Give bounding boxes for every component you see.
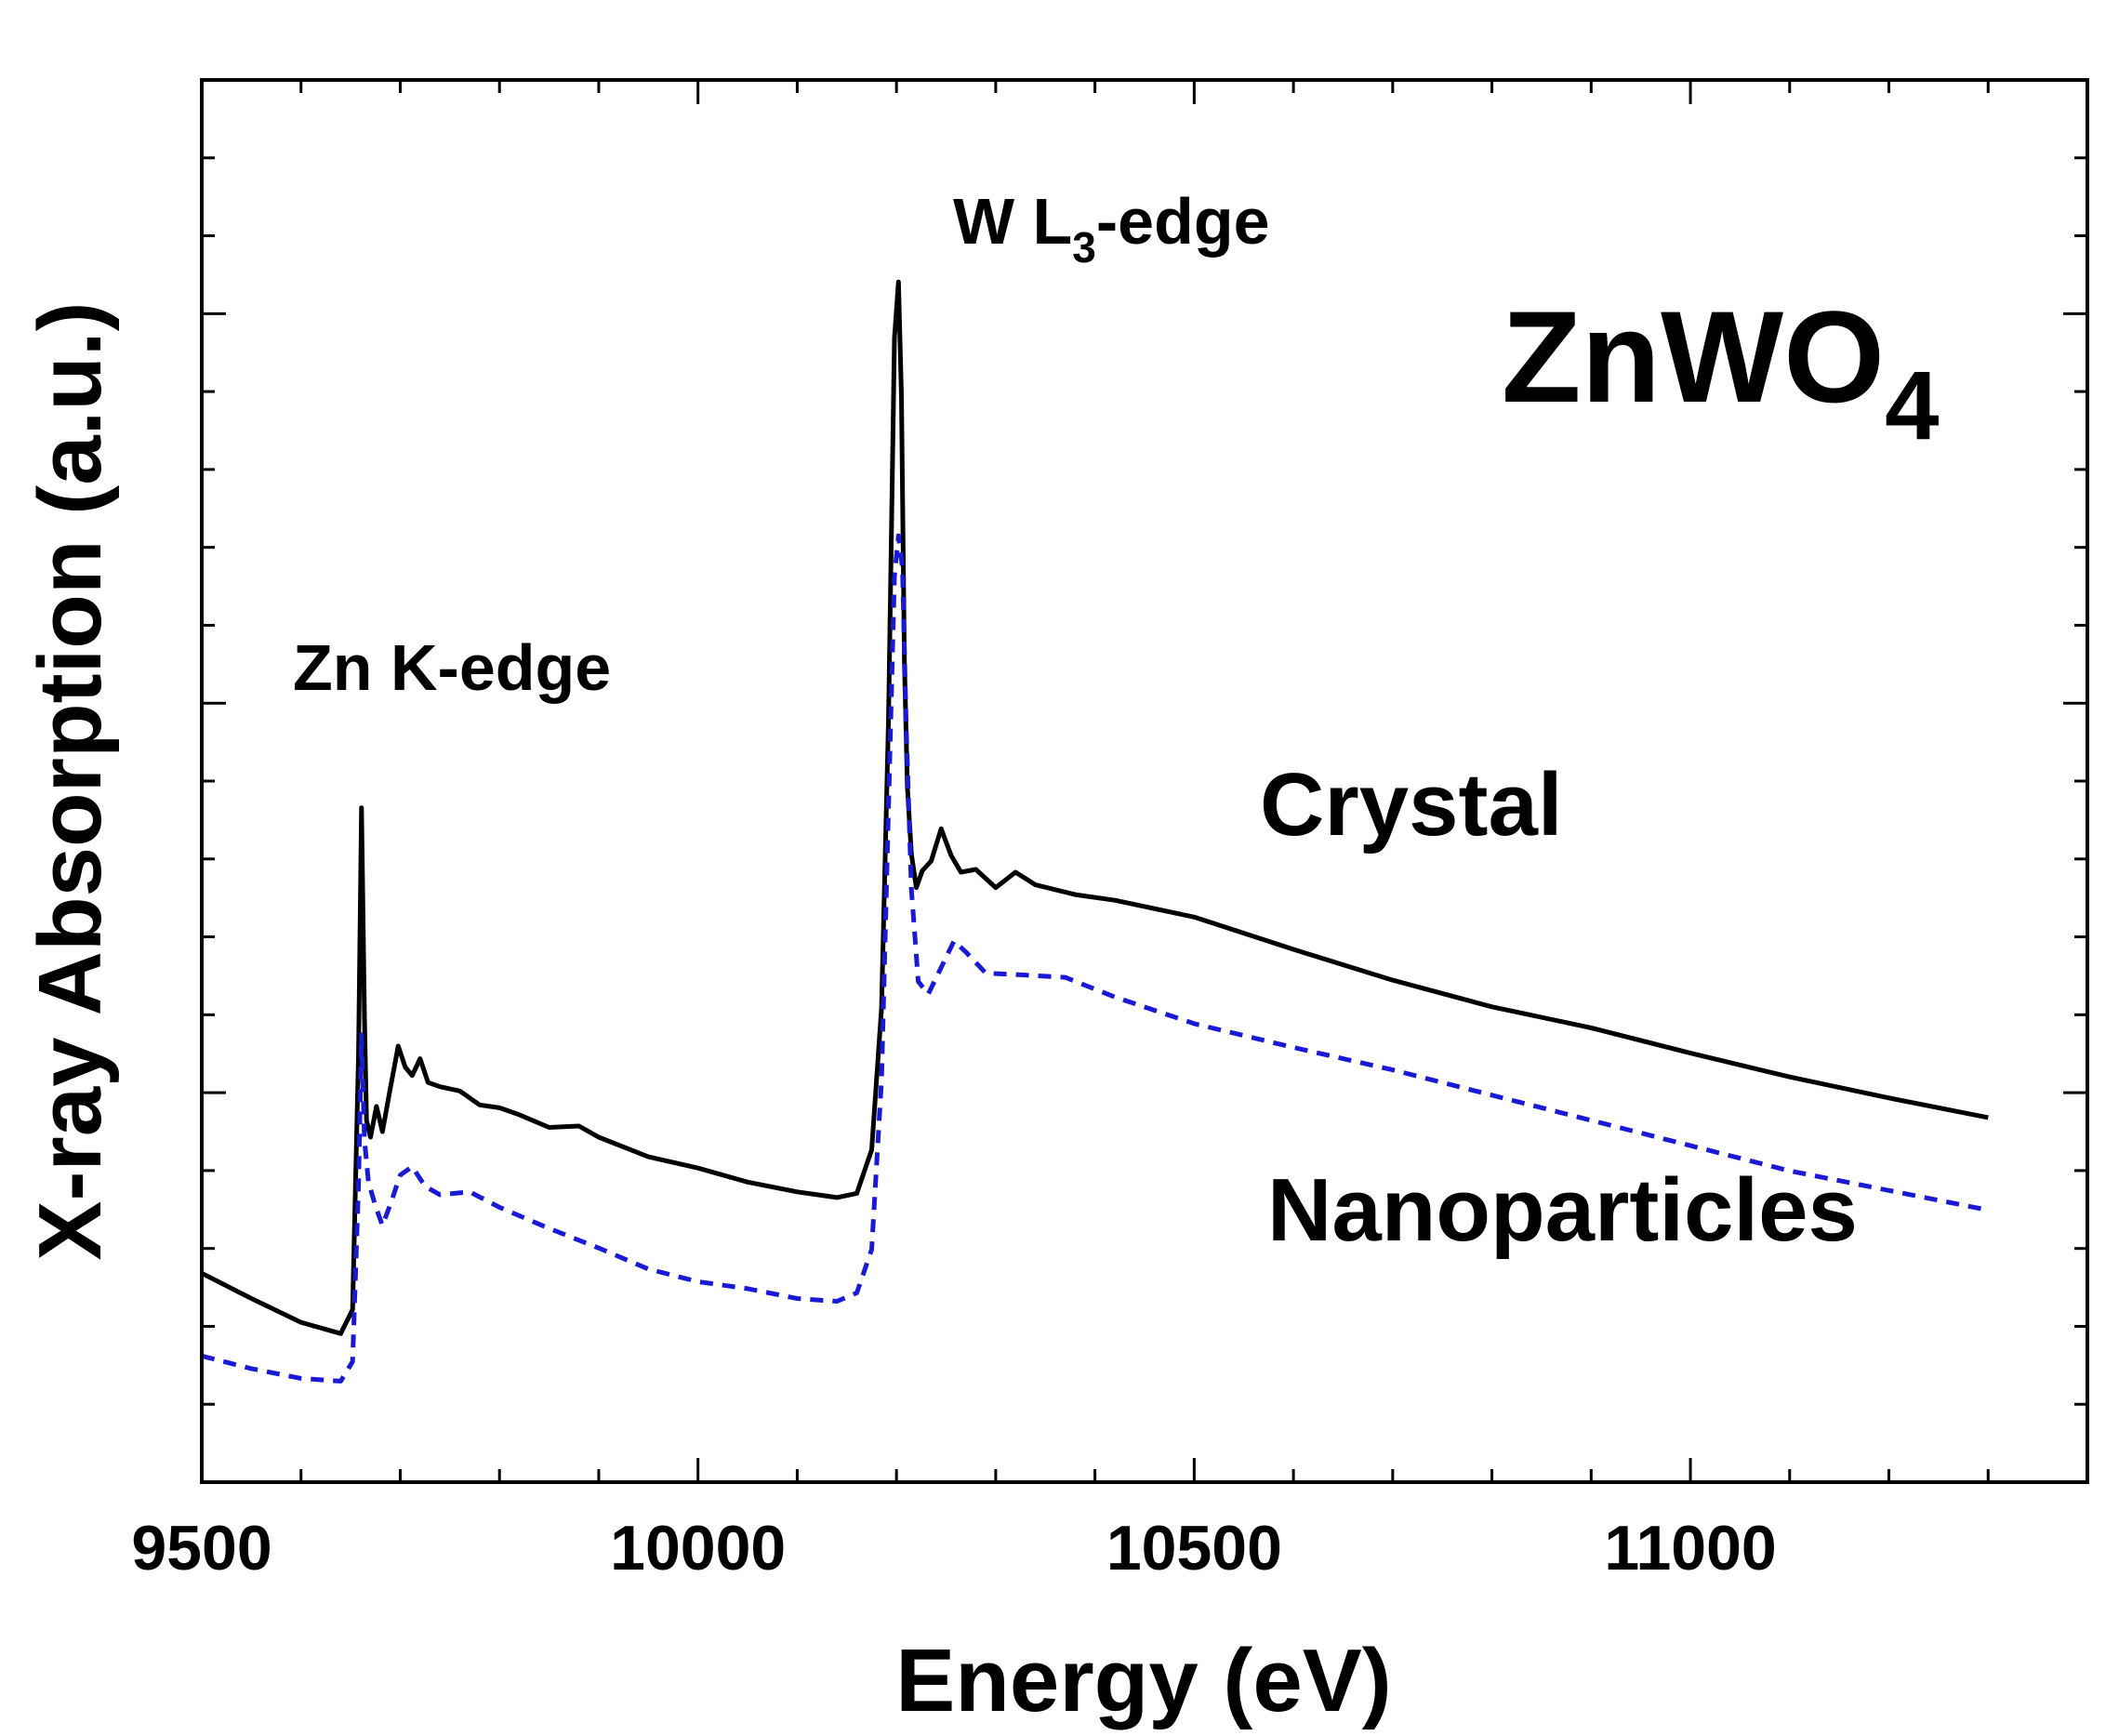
- x-tick-labels: 9500 10000 10500 11000: [131, 1513, 1776, 1584]
- w-edge-suffix: -edge: [1096, 185, 1270, 258]
- compound-name: ZnWO: [1502, 284, 1885, 430]
- crystal-label: Crystal: [1260, 755, 1563, 855]
- series-line-crystal: [200, 279, 1989, 1336]
- nanoparticles-label: Nanoparticles: [1267, 1160, 1858, 1260]
- compound-label: ZnWO4: [1502, 284, 1939, 460]
- w-edge-subscript: 3: [1072, 223, 1096, 272]
- x-axis-title: Energy (eV): [895, 1631, 1391, 1730]
- w-edge-label: W L3-edge: [953, 185, 1270, 272]
- x-tick-label: 11000: [1604, 1513, 1776, 1584]
- series-line-nanoparticles: [201, 533, 1989, 1384]
- plot-frame: [200, 78, 2089, 1484]
- x-tick-label: 10000: [610, 1513, 786, 1584]
- series-layer: [200, 279, 1989, 1384]
- y-axis-title: X-ray Absorption (a.u.): [20, 301, 120, 1260]
- x-tick-label: 10500: [1106, 1513, 1282, 1584]
- zn-edge-label: Zn K-edge: [293, 631, 611, 704]
- compound-subscript: 4: [1885, 351, 1939, 460]
- w-edge-prefix: W L: [953, 185, 1072, 258]
- x-tick-label: 9500: [131, 1513, 271, 1584]
